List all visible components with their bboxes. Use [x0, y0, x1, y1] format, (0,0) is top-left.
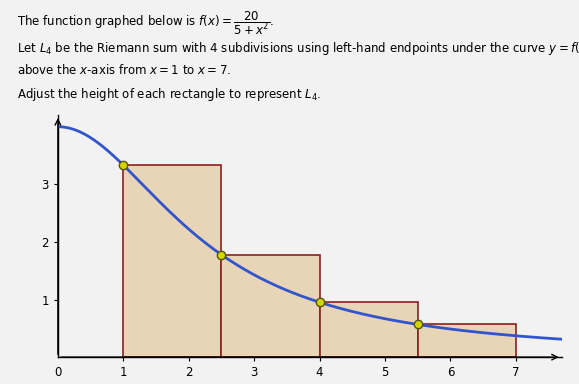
Text: The function graphed below is $f(x) = \dfrac{20}{5 + x^2}$.: The function graphed below is $f(x) = \d… [17, 10, 275, 38]
Bar [123, 165, 221, 357]
Bar [221, 255, 320, 357]
Bar [417, 324, 516, 357]
Text: above the $x$-axis from $x = 1$ to $x = 7$.: above the $x$-axis from $x = 1$ to $x = … [17, 63, 232, 77]
Bar [320, 302, 417, 357]
Text: Let $L_4$ be the Riemann sum with 4 subdivisions using left-hand endpoints under: Let $L_4$ be the Riemann sum with 4 subd… [17, 40, 579, 57]
Text: Adjust the height of each rectangle to represent $L_4$.: Adjust the height of each rectangle to r… [17, 86, 322, 103]
